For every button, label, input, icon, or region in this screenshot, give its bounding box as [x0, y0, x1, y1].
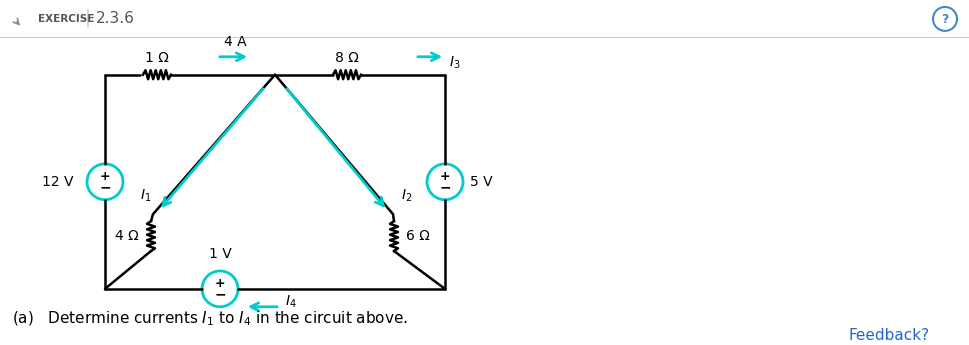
- Text: 8 Ω: 8 Ω: [335, 51, 359, 65]
- Text: 4 A: 4 A: [224, 35, 246, 49]
- Text: $I_4$: $I_4$: [285, 294, 297, 310]
- Text: ?: ?: [941, 13, 949, 26]
- Text: −: −: [214, 287, 226, 301]
- Text: $I_3$: $I_3$: [449, 55, 460, 71]
- Text: 4 Ω: 4 Ω: [115, 229, 139, 243]
- Text: +: +: [215, 277, 226, 290]
- Text: 5 V: 5 V: [470, 175, 492, 189]
- Text: 1 V: 1 V: [208, 247, 232, 261]
- Text: 2.3.6: 2.3.6: [96, 11, 135, 27]
- Text: −: −: [99, 180, 110, 194]
- Text: +: +: [100, 170, 110, 183]
- Text: −: −: [439, 180, 451, 194]
- Text: $I_1$: $I_1$: [140, 188, 151, 205]
- Text: $I_2$: $I_2$: [401, 188, 413, 205]
- Text: Feedback?: Feedback?: [849, 328, 930, 343]
- Text: +: +: [440, 170, 451, 183]
- Text: (a)   Determine currents $I_1$ to $I_4$ in the circuit above.: (a) Determine currents $I_1$ to $I_4$ in…: [12, 309, 408, 328]
- Text: 12 V: 12 V: [42, 175, 73, 189]
- Text: EXERCISE: EXERCISE: [38, 14, 94, 24]
- Text: 1 Ω: 1 Ω: [145, 51, 169, 65]
- Text: 6 Ω: 6 Ω: [406, 229, 430, 243]
